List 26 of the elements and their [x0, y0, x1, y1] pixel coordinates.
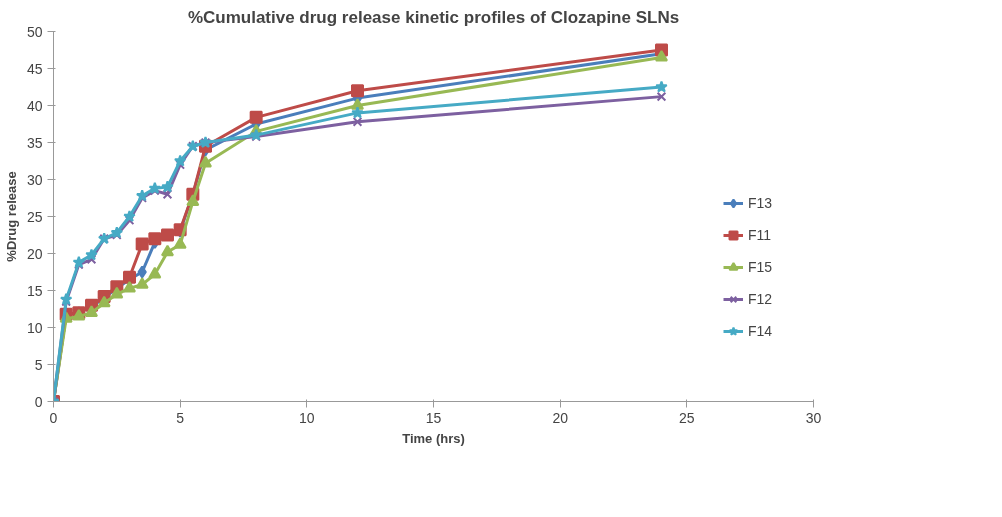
x-tick-label: 15 — [425, 409, 442, 426]
y-tick-label: 40 — [26, 97, 43, 114]
y-tick-label: 45 — [26, 60, 43, 77]
chart-title: %Cumulative drug release kinetic profiles of Clozapine SLNs — [187, 7, 680, 27]
y-tick-label: 10 — [26, 319, 43, 336]
x-tick-label: 20 — [552, 409, 569, 426]
y-tick-label: 50 — [26, 23, 43, 40]
x-tick-label: 30 — [805, 409, 822, 426]
y-tick-label: 20 — [26, 245, 43, 262]
y-tick-label: 25 — [26, 208, 43, 225]
x-tick-label: 0 — [49, 409, 58, 426]
y-tick-label: 30 — [26, 171, 43, 188]
x-tick-label: 5 — [176, 409, 185, 426]
x-tick-label: 25 — [679, 409, 695, 426]
legend-label: F14 — [748, 323, 773, 339]
y-axis-title: %Drug release — [3, 171, 19, 262]
legend-label: F15 — [748, 259, 773, 275]
legend-label: F11 — [748, 227, 772, 243]
y-tick-label: 35 — [26, 134, 43, 151]
legend-label: F13 — [748, 195, 773, 211]
x-axis-title: Time (hrs) — [402, 430, 465, 446]
y-tick-label: 15 — [26, 282, 43, 299]
legend-label: F12 — [748, 291, 773, 307]
y-tick-label: 5 — [34, 356, 43, 373]
y-tick-label: 0 — [34, 393, 43, 410]
x-tick-label: 10 — [299, 409, 315, 426]
